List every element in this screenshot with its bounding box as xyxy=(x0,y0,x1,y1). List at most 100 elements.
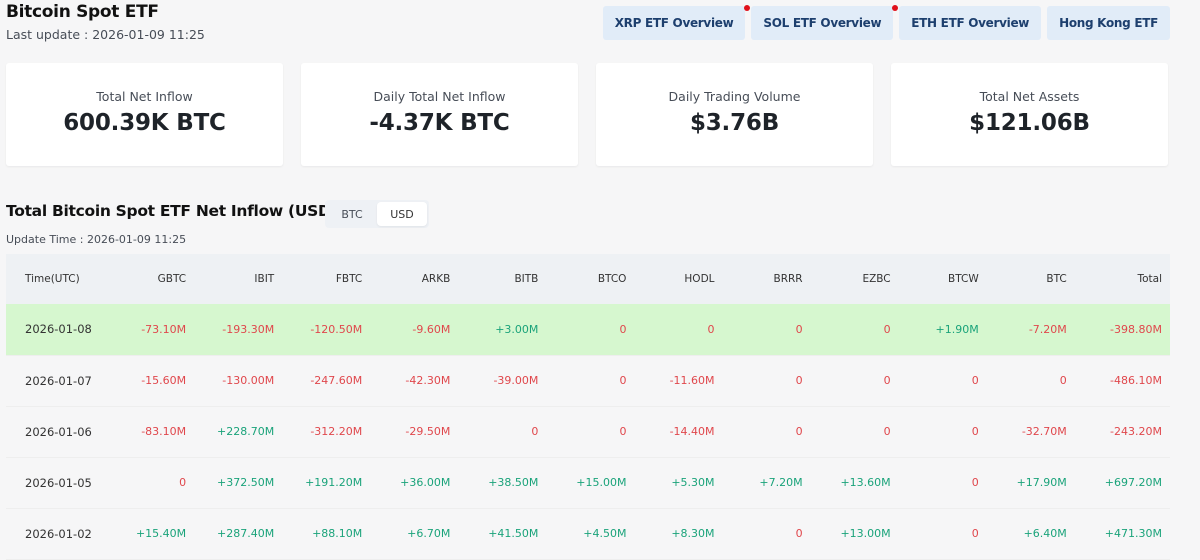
value-cell: -39.00M xyxy=(493,374,539,387)
column-header-time-utc: Time(UTC) xyxy=(25,273,80,285)
stat-daily-total-net-inflow: Daily Total Net Inflow -4.37K BTC xyxy=(301,63,578,166)
value-cell: 0 xyxy=(619,322,627,336)
value-cell: -32.70M xyxy=(1021,425,1067,438)
net-inflow-table: Time(UTC) GBTC IBIT FBTC ARKB BITB BTCO HODL BRR… xyxy=(6,254,1170,560)
etf-nav: XRP ETF Overview SOL ETF Overview ETH ET… xyxy=(602,5,1170,40)
nav-button-label: ETH ETF Overview xyxy=(911,16,1030,30)
date-cell: 2026-01-08 xyxy=(25,322,92,337)
toggle-usd[interactable]: USD xyxy=(377,202,427,226)
value-cell: +15.00M xyxy=(576,476,627,489)
value-cell: +17.90M xyxy=(1016,476,1067,489)
sol-etf-overview-button[interactable]: SOL ETF Overview xyxy=(751,5,899,40)
table-row: 2026-01-08 -73.10M -193.30M -120.50M -9.60M +… xyxy=(6,304,1170,355)
update-time: Update Time : 2026-01-09 11:25 xyxy=(6,233,187,246)
table-row: 2026-01-07 -15.60M -130.00M -247.60M -42.30M… xyxy=(6,355,1170,406)
value-cell: 0 xyxy=(619,374,627,387)
value-cell: -9.60M xyxy=(412,322,451,336)
column-header-btcw: BTCW xyxy=(947,273,979,285)
nav-button-label: SOL ETF Overview xyxy=(763,16,882,30)
value-cell: 0 xyxy=(883,374,891,387)
column-header-brrr: BRRR xyxy=(773,273,803,285)
column-header-btco: BTCO xyxy=(597,273,627,285)
stat-total-net-inflow: Total Net Inflow 600.39K BTC xyxy=(6,63,283,166)
value-cell: +228.70M xyxy=(217,425,275,438)
table-row: 2026-01-02 +15.40M +287.40M +88.10M +6.70M +4… xyxy=(6,508,1170,559)
value-cell: -486.10M xyxy=(1110,374,1162,387)
value-cell: 0 xyxy=(795,425,803,438)
value-cell: 0 xyxy=(971,374,979,387)
column-header-total: Total xyxy=(1137,273,1162,285)
value-cell: +4.50M xyxy=(583,527,627,540)
value-cell: -312.20M xyxy=(310,425,363,438)
value-cell: 0 xyxy=(795,322,803,336)
date-cell: 2026-01-06 xyxy=(25,424,92,439)
notification-dot-icon xyxy=(744,5,751,11)
stat-label: Daily Trading Volume xyxy=(668,89,801,104)
column-header-hodl: HODL xyxy=(684,273,715,285)
value-cell: -7.20M xyxy=(1028,322,1067,336)
value-cell: +13.60M xyxy=(840,476,891,489)
stat-value: $121.06B xyxy=(969,110,1090,136)
value-cell: 0 xyxy=(1059,374,1067,387)
stat-total-net-assets: Total Net Assets $121.06B xyxy=(891,63,1168,166)
value-cell: 0 xyxy=(795,527,803,540)
value-cell: 0 xyxy=(883,425,891,438)
value-cell: +41.50M xyxy=(488,527,539,540)
toggle-btc[interactable]: BTC xyxy=(341,207,363,221)
table-row: 2026-01-06 -83.10M +228.70M -312.20M -29.50M… xyxy=(6,406,1170,457)
date-cell: 2026-01-05 xyxy=(25,475,92,490)
value-cell: -398.80M xyxy=(1110,322,1162,336)
value-cell: 0 xyxy=(707,322,715,336)
value-cell: 0 xyxy=(179,476,187,489)
value-cell: 0 xyxy=(531,425,539,438)
column-header-fbtc: FBTC xyxy=(335,273,363,285)
stat-label: Total Net Inflow xyxy=(96,89,193,104)
notification-dot-icon xyxy=(892,5,899,11)
value-cell: -130.00M xyxy=(222,374,275,387)
column-header-ezbc: EZBC xyxy=(862,273,891,285)
value-cell: 0 xyxy=(971,425,979,438)
value-cell: 0 xyxy=(971,476,979,489)
value-cell: -73.10M xyxy=(141,322,187,336)
value-cell: -11.60M xyxy=(669,374,715,387)
value-cell: 0 xyxy=(795,374,803,387)
column-header-bitb: BITB xyxy=(514,273,539,285)
value-cell: +7.20M xyxy=(759,476,803,489)
eth-etf-overview-button[interactable]: ETH ETF Overview xyxy=(899,6,1042,40)
stat-label: Total Net Assets xyxy=(979,89,1080,104)
value-cell: +5.30M xyxy=(671,476,715,489)
value-cell: +13.00M xyxy=(840,527,891,540)
value-cell: -120.50M xyxy=(310,322,363,336)
value-cell: +15.40M xyxy=(135,527,187,540)
table-row: 2026-01-05 0 +372.50M +191.20M +36.00M +38.50… xyxy=(6,457,1170,508)
value-cell: +8.30M xyxy=(671,527,715,540)
date-cell: 2026-01-07 xyxy=(25,373,92,388)
value-cell: -42.30M xyxy=(405,374,451,387)
value-cell: +6.70M xyxy=(407,527,451,540)
value-cell: +3.00M xyxy=(495,322,539,336)
value-cell: +697.20M xyxy=(1104,476,1162,489)
value-cell: -15.60M xyxy=(141,374,187,387)
unit-toggle: BTC USD xyxy=(325,200,429,228)
value-cell: -193.30M xyxy=(222,322,275,336)
xrp-etf-overview-button[interactable]: XRP ETF Overview xyxy=(602,5,751,40)
column-header-btc: BTC xyxy=(1046,273,1067,285)
value-cell: +38.50M xyxy=(488,476,539,489)
value-cell: -243.20M xyxy=(1110,425,1162,438)
value-cell: -83.10M xyxy=(141,425,187,438)
value-cell: 0 xyxy=(619,425,627,438)
value-cell: +287.40M xyxy=(217,527,275,540)
value-cell: -29.50M xyxy=(405,425,451,438)
column-header-ibit: IBIT xyxy=(254,273,275,285)
value-cell: 0 xyxy=(883,322,891,336)
value-cell: +88.10M xyxy=(312,527,363,540)
nav-button-label: Hong Kong ETF xyxy=(1059,16,1158,30)
stat-value: 600.39K BTC xyxy=(63,110,226,136)
value-cell: +1.90M xyxy=(935,322,979,336)
stat-value: -4.37K BTC xyxy=(369,110,510,136)
value-cell: +6.40M xyxy=(1023,527,1067,540)
column-header-arkb: ARKB xyxy=(421,273,451,285)
section-title: Total Bitcoin Spot ETF Net Inflow (USD) xyxy=(6,202,338,220)
value-cell: +191.20M xyxy=(305,476,363,489)
hong-kong-etf-button[interactable]: Hong Kong ETF xyxy=(1047,6,1170,40)
